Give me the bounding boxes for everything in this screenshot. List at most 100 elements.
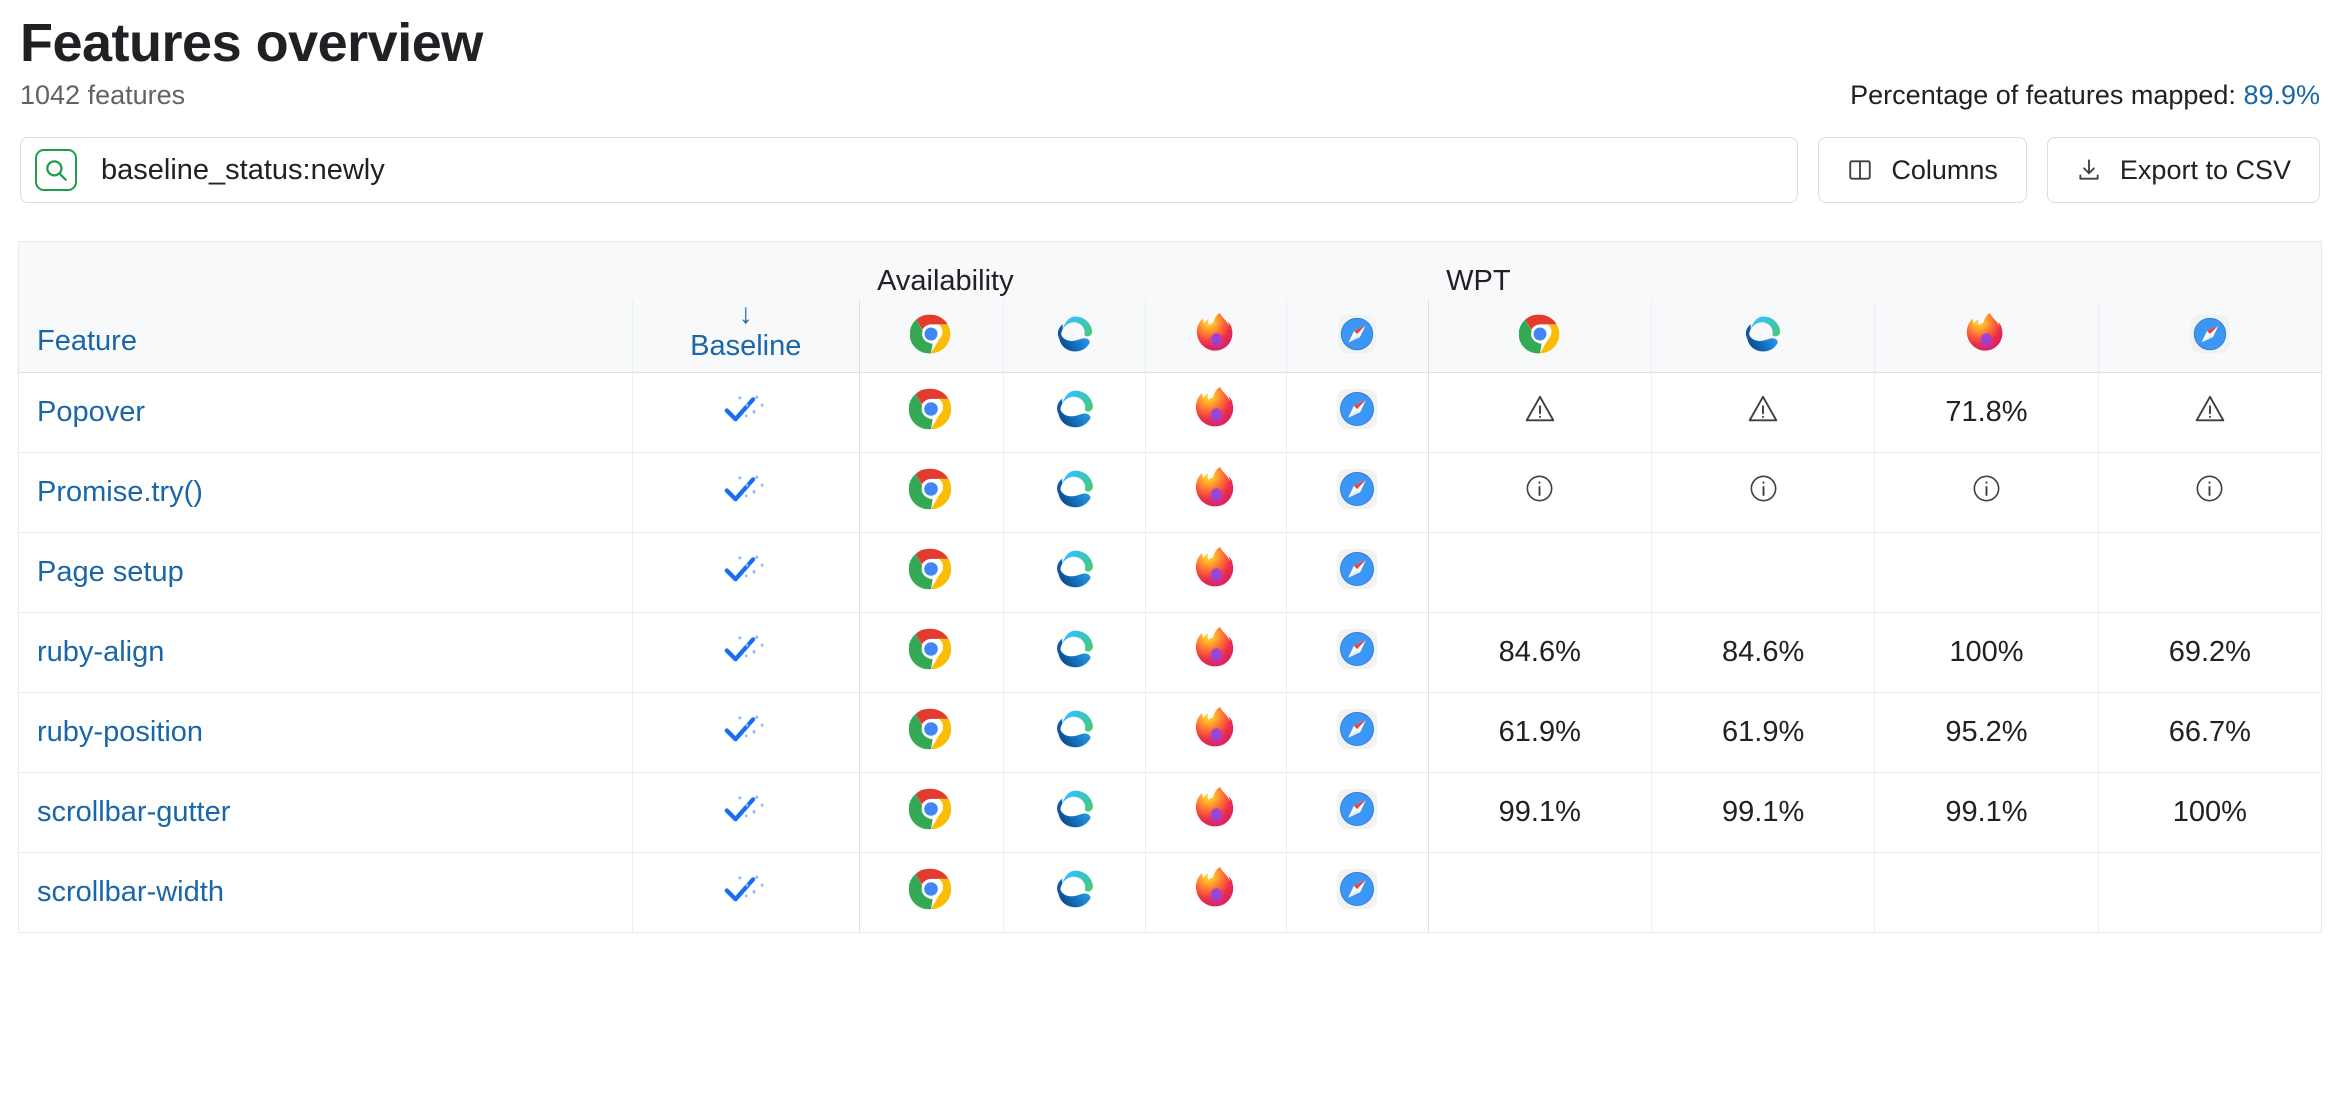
availability-firefox-cell[interactable] <box>1144 532 1287 614</box>
column-header-baseline[interactable]: ↓ Baseline <box>631 297 860 374</box>
baseline-status-cell[interactable] <box>631 612 860 694</box>
wpt-score-value: 100% <box>1949 636 2024 669</box>
sort-arrow-down-icon: ↓ <box>738 297 753 329</box>
availability-firefox-cell[interactable] <box>1144 692 1287 774</box>
column-header-wpt-edge[interactable] <box>1650 299 1875 374</box>
info-icon <box>1524 473 1555 512</box>
search-input[interactable]: baseline_status:newly <box>20 137 1799 204</box>
columns-button[interactable]: Columns <box>1818 137 2027 204</box>
wpt-chrome-cell[interactable] <box>1427 452 1652 534</box>
wpt-firefox-cell[interactable]: 71.8% <box>1874 372 2099 454</box>
wpt-chrome-cell[interactable]: 99.1% <box>1427 772 1652 854</box>
availability-firefox-cell[interactable] <box>1144 852 1287 934</box>
availability-firefox-cell[interactable] <box>1144 612 1287 694</box>
wpt-safari-cell[interactable] <box>2097 372 2323 454</box>
wpt-chrome-cell[interactable] <box>1427 532 1652 614</box>
feature-name-link[interactable]: Page setup <box>18 532 633 614</box>
wpt-safari-cell[interactable]: 69.2% <box>2097 612 2323 694</box>
wpt-edge-cell[interactable] <box>1650 452 1875 534</box>
feature-name-link[interactable]: Promise.try() <box>18 452 633 534</box>
availability-safari-cell[interactable] <box>1286 372 1429 454</box>
safari-icon <box>1335 467 1379 519</box>
availability-firefox-cell[interactable] <box>1144 372 1287 454</box>
wpt-edge-cell[interactable]: 99.1% <box>1650 772 1875 854</box>
wpt-edge-cell[interactable] <box>1650 372 1875 454</box>
baseline-status-cell[interactable] <box>631 372 860 454</box>
wpt-safari-cell[interactable] <box>2097 852 2323 934</box>
column-header-availability-edge[interactable] <box>1003 299 1146 374</box>
percentage-mapped-label: Percentage of features mapped: <box>1850 80 2236 111</box>
column-header-wpt-firefox[interactable] <box>1874 299 2099 374</box>
wpt-firefox-cell[interactable]: 100% <box>1874 612 2099 694</box>
edge-icon <box>1742 313 1784 360</box>
wpt-firefox-cell[interactable] <box>1874 532 2099 614</box>
wpt-safari-cell[interactable] <box>2097 532 2323 614</box>
availability-firefox-cell[interactable] <box>1144 452 1287 534</box>
availability-chrome-cell[interactable] <box>858 612 1004 694</box>
baseline-newly-available-icon <box>723 866 769 920</box>
percentage-mapped: Percentage of features mapped: 89.9% <box>1850 80 2320 111</box>
baseline-status-cell[interactable] <box>631 692 860 774</box>
wpt-firefox-cell[interactable] <box>1874 452 2099 534</box>
availability-chrome-cell[interactable] <box>858 372 1004 454</box>
availability-chrome-cell[interactable] <box>858 852 1004 934</box>
wpt-score-value: 61.9% <box>1722 716 1805 749</box>
search-query-text[interactable]: baseline_status:newly <box>101 153 385 186</box>
availability-safari-cell[interactable] <box>1286 452 1429 534</box>
baseline-status-cell[interactable] <box>631 772 860 854</box>
column-header-availability-safari[interactable] <box>1286 299 1429 374</box>
feature-name-link[interactable]: Popover <box>18 372 633 454</box>
wpt-edge-cell[interactable]: 84.6% <box>1650 612 1875 694</box>
feature-name-link[interactable]: ruby-align <box>18 612 633 694</box>
availability-edge-cell[interactable] <box>1003 612 1146 694</box>
availability-safari-cell[interactable] <box>1286 692 1429 774</box>
wpt-chrome-cell[interactable] <box>1427 372 1652 454</box>
wpt-edge-cell[interactable] <box>1650 852 1875 934</box>
wpt-safari-cell[interactable]: 66.7% <box>2097 692 2323 774</box>
availability-edge-cell[interactable] <box>1003 692 1146 774</box>
availability-safari-cell[interactable] <box>1286 532 1429 614</box>
firefox-icon <box>1194 786 1238 839</box>
baseline-status-cell[interactable] <box>631 852 860 934</box>
column-header-availability-chrome[interactable] <box>858 299 1004 374</box>
availability-chrome-cell[interactable] <box>858 692 1004 774</box>
firefox-icon <box>1194 706 1238 759</box>
baseline-status-cell[interactable] <box>631 452 860 534</box>
wpt-edge-cell[interactable]: 61.9% <box>1650 692 1875 774</box>
feature-name-link[interactable]: ruby-position <box>18 692 633 774</box>
availability-edge-cell[interactable] <box>1003 452 1146 534</box>
wpt-chrome-cell[interactable] <box>1427 852 1652 934</box>
availability-firefox-cell[interactable] <box>1144 772 1287 854</box>
wpt-chrome-cell[interactable]: 84.6% <box>1427 612 1652 694</box>
availability-chrome-cell[interactable] <box>858 532 1004 614</box>
availability-safari-cell[interactable] <box>1286 852 1429 934</box>
wpt-safari-cell[interactable]: 100% <box>2097 772 2323 854</box>
export-csv-button[interactable]: Export to CSV <box>2046 137 2320 204</box>
column-header-wpt-safari[interactable] <box>2097 299 2323 374</box>
baseline-newly-available-icon <box>723 386 769 440</box>
wpt-safari-cell[interactable] <box>2097 452 2323 534</box>
search-icon[interactable] <box>35 149 77 192</box>
wpt-firefox-cell[interactable]: 99.1% <box>1874 772 2099 854</box>
feature-name-link[interactable]: scrollbar-gutter <box>18 772 633 854</box>
column-header-availability-firefox[interactable] <box>1144 299 1287 374</box>
availability-edge-cell[interactable] <box>1003 852 1146 934</box>
column-header-wpt-chrome[interactable] <box>1427 299 1652 374</box>
wpt-chrome-cell[interactable]: 61.9% <box>1427 692 1652 774</box>
baseline-status-cell[interactable] <box>631 532 860 614</box>
availability-safari-cell[interactable] <box>1286 772 1429 854</box>
availability-edge-cell[interactable] <box>1003 532 1146 614</box>
column-header-feature[interactable]: Feature <box>18 299 633 374</box>
availability-chrome-cell[interactable] <box>858 452 1004 534</box>
availability-chrome-cell[interactable] <box>858 772 1004 854</box>
wpt-score-value: 99.1% <box>1945 796 2028 829</box>
availability-safari-cell[interactable] <box>1286 612 1429 694</box>
availability-edge-cell[interactable] <box>1003 372 1146 454</box>
column-header-feature-label[interactable]: Feature <box>37 325 137 358</box>
wpt-firefox-cell[interactable]: 95.2% <box>1874 692 2099 774</box>
baseline-newly-available-icon <box>723 466 769 520</box>
wpt-edge-cell[interactable] <box>1650 532 1875 614</box>
feature-name-link[interactable]: scrollbar-width <box>18 852 633 934</box>
wpt-firefox-cell[interactable] <box>1874 852 2099 934</box>
availability-edge-cell[interactable] <box>1003 772 1146 854</box>
